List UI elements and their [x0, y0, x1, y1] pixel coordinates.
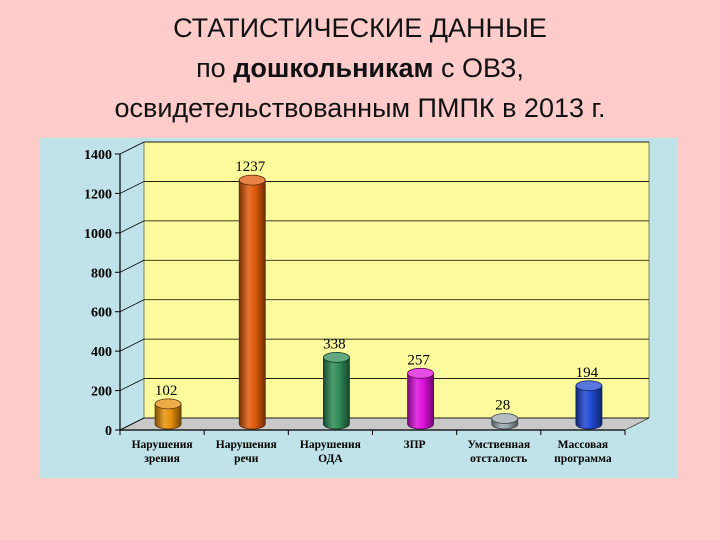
x-tick-label: Массовая [558, 439, 608, 451]
x-tick-label: Нарушения [300, 439, 361, 451]
bar [407, 372, 434, 430]
gridline-diagonal [119, 259, 145, 273]
bar [323, 356, 350, 430]
x-tick-label: отсталость [470, 453, 527, 465]
title-line-1: СТАТИСТИЧЕСКИЕ ДАННЫЕ [173, 13, 547, 43]
bar [575, 385, 603, 430]
gridline-diagonal [119, 417, 145, 431]
x-tick-label: ОДА [318, 453, 343, 465]
y-tick-label: 1000 [84, 227, 112, 242]
title-line-2-post: с ОВЗ, [433, 53, 524, 83]
bar [154, 403, 182, 430]
gridline-diagonal [119, 181, 145, 194]
chart-floor [119, 417, 650, 431]
slide-title: СТАТИСТИЧЕСКИЕ ДАННЫЕ по дошкольникам с … [0, 8, 720, 128]
title-line-2-pre: по [196, 53, 234, 83]
data-label: 28 [495, 397, 510, 413]
data-label: 102 [155, 383, 178, 399]
x-tick-label: зрения [144, 453, 180, 465]
chart-back-wall [119, 141, 650, 431]
title-line-3: освидетельствованным ПМПК в 2013 г. [114, 93, 606, 123]
gridline-diagonal [119, 299, 145, 313]
bar-top [575, 380, 603, 392]
gridline-diagonal [119, 141, 145, 155]
bar-top [154, 398, 182, 410]
data-label: 1237 [235, 159, 266, 175]
x-tick-label: Нарушения [132, 439, 193, 451]
y-tick-label: 1400 [84, 148, 112, 163]
x-tick-label: программа [554, 453, 612, 465]
gridline-diagonal [119, 220, 145, 234]
y-tick-label: 1200 [84, 187, 112, 202]
data-label: 338 [323, 336, 346, 352]
y-tick-label: 600 [91, 306, 112, 321]
gridline-diagonal [119, 378, 145, 391]
y-tick-label: 200 [91, 385, 112, 400]
x-tick-label: ЗПР [404, 439, 426, 451]
gridline-diagonal [119, 338, 145, 352]
x-tick-label: Умственная [467, 439, 530, 451]
bar-top [323, 351, 350, 363]
y-tick-label: 0 [105, 424, 112, 439]
bar-top [407, 367, 434, 379]
x-tick-label: речи [234, 453, 259, 465]
chart-area: 0 200 400 600 800 1000 1200 1400 102 1237 338 257 28… [40, 138, 678, 478]
title-line-2: по дошкольникам с ОВЗ, [0, 48, 720, 88]
y-tick-label: 800 [91, 266, 112, 281]
bar-chart: 0 200 400 600 800 1000 1200 1400 102 1237 338 257 28… [84, 141, 650, 465]
bar-top [238, 174, 266, 186]
x-tick-label: Нарушения [216, 439, 277, 451]
data-label: 257 [407, 352, 430, 368]
y-tick-label: 400 [91, 345, 112, 360]
data-label: 194 [576, 365, 599, 381]
bar [238, 179, 266, 430]
bar-top [491, 413, 519, 424]
title-line-2-bold: дошкольникам [233, 53, 434, 83]
